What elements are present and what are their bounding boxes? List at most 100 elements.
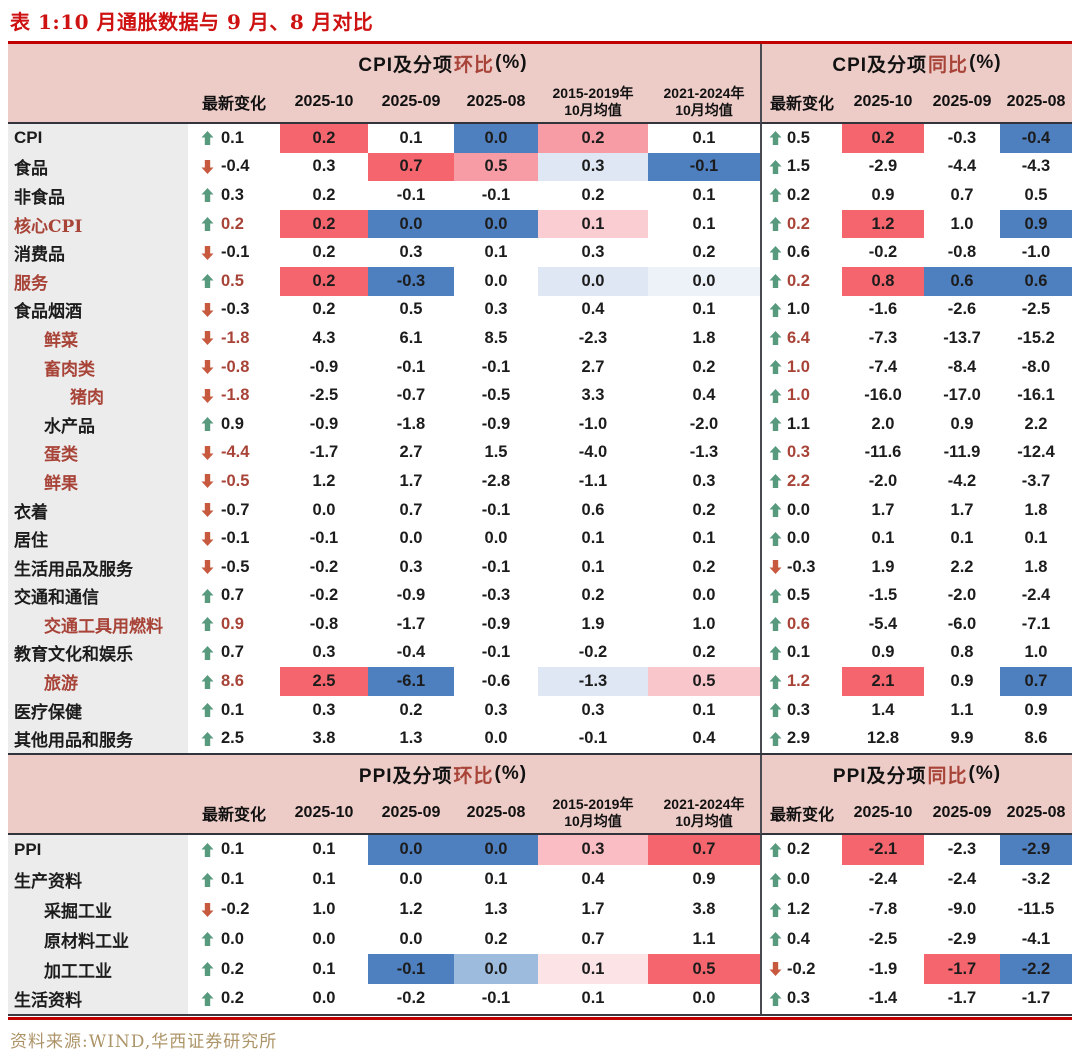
yoy-value-cell: -1.7 xyxy=(947,989,977,1008)
yoy-latest-change: 0.3 xyxy=(760,438,842,468)
yoy-latest-change: 0.6 xyxy=(760,238,842,267)
mom-value-cell: 1.3 xyxy=(484,900,508,919)
mom-value-cell: -0.1 xyxy=(481,643,511,662)
yoy-value-cell: 0.9 xyxy=(871,643,895,662)
column-header: 2025-09 xyxy=(368,82,454,124)
mom-latest-change-value: -0.2 xyxy=(221,900,250,919)
bottom-rule-dark xyxy=(8,1013,1072,1016)
mom-value-cell: -0.1 xyxy=(481,500,511,519)
row-label: 医疗保健 xyxy=(8,695,188,725)
mom-value-cell: 0.0 xyxy=(368,209,454,239)
yoy-latest-change-value: 0.0 xyxy=(787,870,810,889)
mom-latest-change: 0.2 xyxy=(188,984,280,1014)
row-label: 食品烟酒 xyxy=(8,295,188,325)
yoy-value-cell: -2.5 xyxy=(1021,300,1051,319)
yoy-value-cell: -2.3 xyxy=(947,840,977,859)
mom-value-cell: 0.7 xyxy=(399,500,423,519)
mom-latest-change: -0.3 xyxy=(188,295,280,325)
up-arrow-icon xyxy=(769,131,782,146)
mom-latest-change: 0.2 xyxy=(188,954,280,985)
yoy-value-cell: -15.2 xyxy=(1017,328,1055,347)
down-arrow-icon xyxy=(769,560,782,575)
row-label: 旅游 xyxy=(8,667,188,696)
up-arrow-icon xyxy=(769,274,782,289)
up-arrow-icon xyxy=(769,645,782,660)
row-label: 衣着 xyxy=(8,495,188,525)
row-label: 蛋类 xyxy=(8,438,188,468)
mom-value-cell: 0.3 xyxy=(581,243,605,262)
mom-value-cell: 0.0 xyxy=(312,500,336,519)
mom-latest-change: -0.4 xyxy=(188,152,280,182)
mom-value-cell: 0.0 xyxy=(484,729,508,748)
mom-value-cell: 1.5 xyxy=(484,443,508,462)
mom-value-cell: -0.1 xyxy=(481,357,511,376)
mom-value-cell: 0.3 xyxy=(399,243,423,262)
up-arrow-icon xyxy=(201,842,214,857)
mom-value-cell: -0.2 xyxy=(396,989,426,1008)
mom-value-cell: 0.0 xyxy=(484,271,508,290)
yoy-latest-change-value: 1.5 xyxy=(787,157,810,176)
mom-latest-change: 0.2 xyxy=(188,209,280,239)
row-label: 交通工具用燃料 xyxy=(8,610,188,639)
mom-value-cell: 0.0 xyxy=(368,835,454,865)
subheader-spacer xyxy=(8,793,188,836)
mom-latest-change-value: 2.5 xyxy=(221,729,244,748)
mom-latest-change: -0.2 xyxy=(188,894,280,925)
up-arrow-icon xyxy=(201,417,214,432)
yoy-value-cell: -11.5 xyxy=(1017,900,1055,919)
yoy-latest-change-value: 0.5 xyxy=(787,128,810,147)
mom-value-cell: 0.0 xyxy=(454,954,538,985)
up-arrow-icon xyxy=(769,902,782,917)
up-arrow-icon xyxy=(201,872,214,887)
mom-latest-change-value: 0.5 xyxy=(221,271,244,290)
up-arrow-icon xyxy=(769,159,782,174)
group-header-prefix: CPI及分项 xyxy=(832,54,928,76)
row-label: 食品 xyxy=(8,152,188,182)
mom-value-cell: 0.2 xyxy=(581,185,605,204)
group-header-prefix: PPI及分项 xyxy=(358,765,453,787)
mom-value-cell: -0.4 xyxy=(396,643,426,662)
mom-value-cell: -0.1 xyxy=(396,357,426,376)
up-arrow-icon xyxy=(201,674,214,689)
yoy-value-cell: -9.0 xyxy=(947,900,977,919)
mom-latest-change-value: -4.4 xyxy=(221,443,250,462)
mom-value-cell: 6.1 xyxy=(399,328,423,347)
mom-value-cell: -0.9 xyxy=(309,414,339,433)
mom-value-cell: 3.8 xyxy=(692,900,716,919)
mom-latest-change-value: -0.3 xyxy=(221,300,250,319)
mom-latest-change: -0.1 xyxy=(188,524,280,553)
yoy-value-cell: -4.3 xyxy=(1021,157,1051,176)
yoy-value-cell: -16.0 xyxy=(864,386,902,405)
mom-latest-change-value: 0.2 xyxy=(221,989,244,1008)
mom-value-cell: -0.1 xyxy=(309,529,339,548)
yoy-value-cell: -4.2 xyxy=(947,471,977,490)
mom-value-cell: 0.2 xyxy=(312,300,336,319)
up-arrow-icon xyxy=(769,703,782,718)
column-header: 2025-08 xyxy=(454,82,538,124)
yoy-value-cell: 9.9 xyxy=(950,729,974,748)
yoy-value-cell: 0.9 xyxy=(950,414,974,433)
yoy-value-cell: 1.8 xyxy=(1024,557,1048,576)
yoy-value-cell: -0.4 xyxy=(1000,124,1072,153)
yoy-value-cell: 0.6 xyxy=(1000,266,1072,296)
yoy-value-cell: 2.0 xyxy=(871,414,895,433)
yoy-value-cell: 0.5 xyxy=(1024,185,1048,204)
mom-value-cell: -0.1 xyxy=(481,557,511,576)
column-header: 2015-2019年 10月均值 xyxy=(538,82,648,124)
section-cpi: CPI及分项 环比 (%) CPI及分项 同比 (%) 最新变化 2025-10 2025-09… xyxy=(8,41,1072,754)
yoy-value-cell: -8.0 xyxy=(1021,357,1051,376)
yoy-value-cell: -2.9 xyxy=(868,157,898,176)
mom-value-cell: 1.3 xyxy=(399,729,423,748)
mom-latest-change: 0.1 xyxy=(188,835,280,865)
yoy-value-cell: -3.2 xyxy=(1021,870,1051,889)
mom-value-cell: 1.7 xyxy=(581,900,605,919)
row-label: 生活资料 xyxy=(8,984,188,1014)
column-header: 最新变化 xyxy=(760,793,842,836)
row-label: 畜肉类 xyxy=(8,352,188,382)
up-arrow-icon xyxy=(769,932,782,947)
mom-value-cell: -0.9 xyxy=(481,614,511,633)
mom-latest-change: 0.1 xyxy=(188,695,280,725)
mom-value-cell: 0.2 xyxy=(692,557,716,576)
yoy-latest-change-value: 1.2 xyxy=(787,672,810,691)
group-header-accent: 同比 xyxy=(927,765,968,787)
